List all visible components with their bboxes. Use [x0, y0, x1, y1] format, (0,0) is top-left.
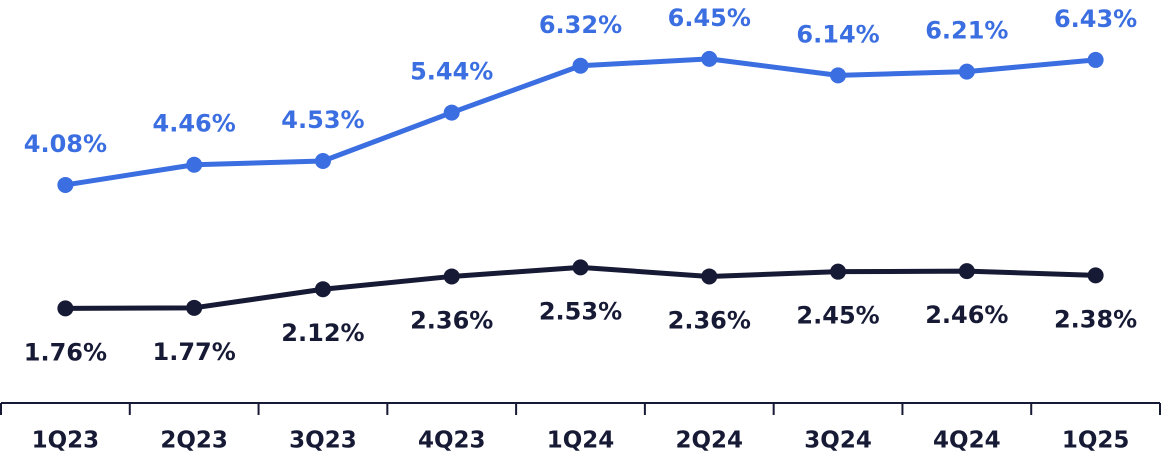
- data-label: 2.45%: [796, 302, 879, 330]
- data-point: [57, 300, 74, 317]
- x-tick-label: 4Q24: [933, 428, 1001, 454]
- x-tick-label: 1Q25: [1062, 428, 1130, 454]
- data-label: 6.14%: [796, 20, 879, 48]
- data-point: [443, 104, 460, 121]
- data-point: [1087, 51, 1104, 68]
- data-label: 6.43%: [1054, 5, 1137, 33]
- data-label: 4.53%: [281, 106, 364, 134]
- data-label: 5.44%: [410, 58, 493, 86]
- data-label: 1.76%: [24, 338, 107, 366]
- data-label: 2.53%: [539, 297, 622, 325]
- data-point: [958, 63, 975, 80]
- data-label: 4.46%: [153, 110, 236, 138]
- data-point: [1087, 267, 1104, 284]
- data-point: [830, 263, 847, 280]
- x-tick-label: 2Q23: [160, 428, 228, 454]
- data-label: 6.45%: [668, 4, 751, 32]
- data-point: [701, 50, 718, 67]
- data-point: [57, 176, 74, 193]
- x-tick-label: 3Q24: [804, 428, 872, 454]
- x-tick-label: 4Q23: [418, 428, 486, 454]
- data-point: [572, 57, 589, 74]
- data-point: [572, 259, 589, 276]
- data-point: [443, 268, 460, 285]
- x-tick-label: 1Q23: [32, 428, 100, 454]
- data-label: 2.12%: [281, 319, 364, 347]
- data-point: [186, 156, 203, 173]
- data-label: 2.36%: [410, 306, 493, 334]
- data-label: 4.08%: [24, 130, 107, 158]
- x-tick-label: 1Q24: [547, 428, 615, 454]
- data-point: [314, 281, 331, 298]
- data-point: [314, 153, 331, 170]
- data-point: [701, 268, 718, 285]
- data-label: 2.46%: [925, 301, 1008, 329]
- x-tick-label: 3Q23: [289, 428, 357, 454]
- data-point: [186, 299, 203, 316]
- data-label: 2.36%: [668, 306, 751, 334]
- x-tick-label: 2Q24: [675, 428, 743, 454]
- data-label: 6.32%: [539, 11, 622, 39]
- data-label: 2.38%: [1054, 305, 1137, 333]
- data-point: [958, 263, 975, 280]
- data-label: 1.77%: [153, 338, 236, 366]
- data-label: 6.21%: [925, 17, 1008, 45]
- data-point: [830, 67, 847, 84]
